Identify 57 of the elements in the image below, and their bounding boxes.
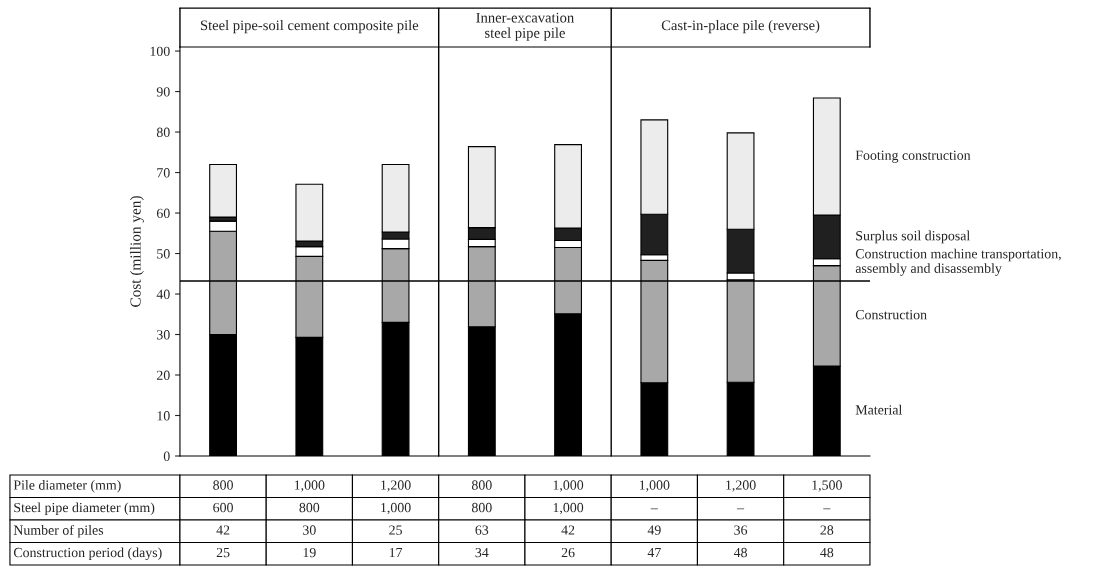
bar xyxy=(209,163,238,218)
text: 48 xyxy=(733,547,747,558)
text: Pile diameter (mm) xyxy=(13,479,121,493)
text: Steel pipe-soil cement composite pile xyxy=(200,19,419,34)
text: 17 xyxy=(389,547,403,558)
text: – xyxy=(737,508,745,510)
text: 1,000 xyxy=(553,502,584,515)
text: 47 xyxy=(647,547,661,558)
text: – xyxy=(823,508,831,510)
text: 26 xyxy=(561,547,575,558)
y-tick-label: 0 xyxy=(163,451,170,461)
text: 48 xyxy=(820,547,834,558)
series-label: Footing construction xyxy=(855,150,971,163)
text: Cast-in-place pile (reverse) xyxy=(661,19,820,34)
text: 800 xyxy=(299,502,320,513)
y-tick-label: 50 xyxy=(157,249,170,259)
text: 36 xyxy=(734,525,748,535)
text: 63 xyxy=(475,525,489,535)
text: 1,000 xyxy=(553,480,584,492)
text: 1,200 xyxy=(381,480,411,492)
text: 1,000 xyxy=(294,480,325,492)
text: 1,200 xyxy=(726,480,756,492)
text: Inner-excavation steel pipe pile xyxy=(476,12,574,41)
text: Steel pipe diameter (mm) xyxy=(14,502,155,516)
series-label: Construction xyxy=(855,310,927,320)
text: 800 xyxy=(213,480,233,490)
series-label: Construction machine transportation, assembly and disassembly xyxy=(855,248,1061,276)
y-tick-label: 100 xyxy=(150,46,170,56)
y-tick-label: 10 xyxy=(157,411,170,421)
text: 25 xyxy=(389,525,402,535)
series-label: Material xyxy=(855,404,903,415)
y-tick-label: 40 xyxy=(156,289,170,299)
text: 1,500 xyxy=(812,480,842,492)
y-tick-label: 70 xyxy=(157,168,170,178)
text: 1,000 xyxy=(639,480,670,492)
text: 30 xyxy=(303,525,316,535)
text: 42 xyxy=(561,525,575,535)
y-axis-title: Cost (million yen) xyxy=(129,196,144,307)
text: 42 xyxy=(216,525,230,535)
text: 49 xyxy=(647,525,661,535)
text: 19 xyxy=(303,547,316,558)
y-tick-label: 80 xyxy=(156,127,170,137)
text: 800 xyxy=(471,502,492,513)
text: 800 xyxy=(471,480,492,490)
text: 600 xyxy=(213,502,233,513)
text: Number of piles xyxy=(13,524,104,538)
text: – xyxy=(650,508,658,510)
y-tick-label: 30 xyxy=(157,330,170,340)
series-label: Surplus soil disposal xyxy=(856,230,970,244)
text: 34 xyxy=(475,547,489,558)
y-tick-label: 90 xyxy=(156,87,170,97)
text: Construction period (days) xyxy=(13,547,162,561)
text: 1,000 xyxy=(381,502,411,515)
y-tick-label: 20 xyxy=(156,370,170,380)
y-tick-label: 60 xyxy=(156,208,170,218)
text: 28 xyxy=(820,525,834,535)
text: 25 xyxy=(216,547,230,558)
